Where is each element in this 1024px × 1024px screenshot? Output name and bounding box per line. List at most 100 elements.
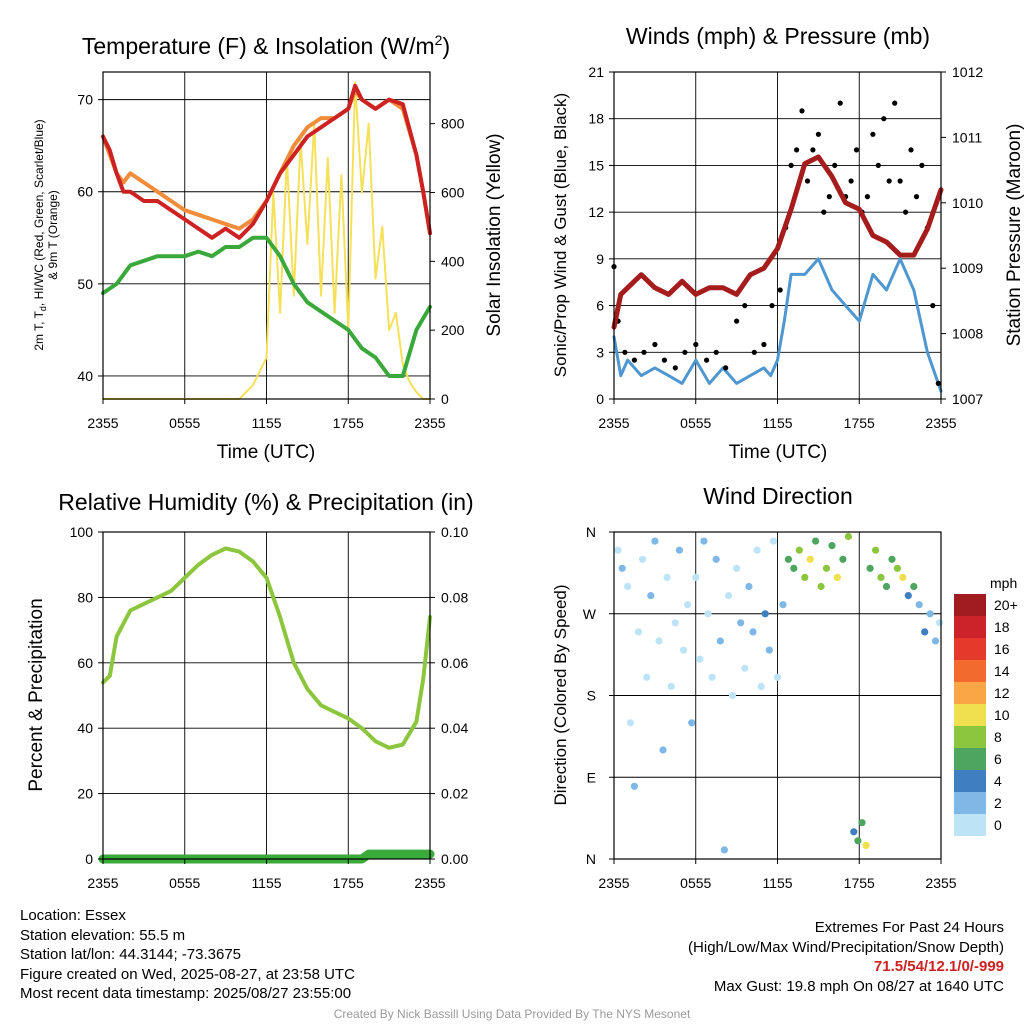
pressure-line	[611, 154, 944, 330]
extremes-info: Extremes For Past 24 Hours (High/Low/Max…	[688, 918, 1004, 996]
x-tick-label: 1755	[844, 415, 875, 431]
direction-point	[643, 673, 651, 681]
gust-point	[919, 162, 925, 168]
direction-tick-label: N	[586, 851, 596, 867]
y-tick-label-right: 1012	[952, 64, 983, 80]
direction-point	[769, 537, 778, 545]
gust-point	[804, 178, 811, 184]
gust-point	[935, 380, 941, 386]
direction-point	[926, 610, 934, 618]
winds-xlabel: Time (UTC)	[729, 442, 828, 463]
gust-point	[870, 131, 876, 137]
direction-legend-title: mph	[990, 575, 1017, 591]
direction-point	[675, 546, 684, 554]
gust-point	[672, 365, 678, 371]
x-tick-label: 0555	[680, 875, 711, 891]
humidity-panel: Relative Humidity (%) & Precipitation (i…	[26, 489, 474, 891]
direction-point	[790, 564, 798, 572]
y-tick-label-right: 1007	[952, 391, 983, 407]
y-tick-label-left: 21	[588, 64, 604, 80]
legend-swatch	[954, 682, 986, 704]
gust-point	[913, 194, 920, 200]
x-tick-label: 1155	[762, 415, 792, 431]
direction-point	[866, 564, 874, 572]
direction-tick-label: W	[583, 606, 597, 622]
direction-point	[877, 573, 885, 582]
gust-point	[848, 178, 854, 184]
y-tick-label-right: 1010	[952, 195, 983, 211]
direction-point	[779, 601, 787, 609]
max-gust: Max Gust: 19.8 mph On 08/27 at 1640 UTC	[713, 977, 1004, 995]
y-tick-label-right: 1011	[952, 129, 982, 145]
x-tick-label: 2355	[925, 875, 956, 891]
humidity-ylabel-left: Percent & Precipitation	[26, 598, 47, 791]
dewpoint-line	[101, 235, 432, 378]
direction-tick-label: E	[587, 769, 596, 785]
direction-point	[915, 601, 923, 609]
legend-tick-label: 4	[994, 773, 1002, 789]
direction-point	[910, 582, 918, 591]
y-tick-label-right: 0.02	[441, 786, 468, 802]
gust-point	[826, 194, 832, 200]
winds-axes: 2355 0555 1155 1755 2355 0 3 6 9 12 15 18 21 1007 1008…	[588, 64, 983, 431]
direction-point	[812, 537, 820, 545]
gust-point	[652, 341, 658, 348]
gust-point	[742, 303, 748, 309]
legend-tick-label: 18	[994, 619, 1010, 635]
legend-tick-label: 14	[994, 663, 1010, 679]
y-tick-label-left: 20	[77, 786, 93, 802]
gust-point	[815, 131, 822, 137]
direction-point	[647, 592, 655, 600]
direction-point	[822, 564, 831, 572]
x-tick-label: 2355	[414, 415, 445, 431]
extremes-values: 71.5/54/12.1/0/-999	[873, 958, 1004, 975]
legend-tick-label: 8	[994, 729, 1002, 745]
direction-point	[630, 782, 639, 790]
y-tick-label-right: 0.08	[441, 589, 468, 605]
gust-point	[641, 349, 647, 355]
y-tick-label-left: 40	[77, 368, 93, 384]
humidity-axes: 2355 0555 1155 1755 2355 0 20 40 60 80 100 0.00 0.02…	[70, 524, 469, 891]
y-tick-label-right: 600	[441, 184, 465, 200]
legend-swatch	[954, 594, 986, 616]
legend-tick-label: 20+	[994, 597, 1018, 613]
direction-legend: 20+ 18 16 14 12 10 8 6 4 2 0	[954, 594, 1018, 836]
gust-point	[631, 357, 638, 363]
y-tick-label-left: 50	[77, 276, 93, 292]
direction-point	[872, 546, 880, 554]
gust-point	[682, 349, 688, 355]
winds-ylabel-left: Sonic/Prop Wind & Gust (Blue, Black)	[551, 93, 570, 377]
direction-point	[765, 646, 773, 654]
direction-point	[663, 573, 671, 582]
legend-tick-label: 16	[994, 641, 1010, 657]
gust-point	[704, 357, 710, 363]
direction-tick-label: N	[586, 524, 596, 540]
temperature-title: Temperature (F) & Insolation (W/m2)	[82, 32, 450, 59]
temperature-ylabel-left: 2m T, Td, HI/WC (Red, Green, Scarlet/Blu…	[32, 119, 48, 350]
direction-point	[801, 573, 809, 582]
x-tick-label: 2355	[87, 875, 118, 891]
temperature-ylabel-right: Solar Insolation (Yellow)	[484, 133, 505, 336]
direction-point	[854, 837, 862, 845]
y-tick-label-right: 0	[441, 391, 449, 407]
insolation-line	[102, 81, 431, 400]
direction-point	[862, 841, 870, 850]
gust-point	[794, 147, 800, 153]
legend-tick-label: 6	[994, 751, 1002, 767]
y-tick-label-left: 18	[588, 111, 604, 127]
station-info: Location: Essex Station elevation: 55.5 …	[20, 906, 355, 1004]
gust-point	[908, 147, 914, 153]
gust-point	[821, 209, 827, 215]
gust-point	[713, 349, 719, 355]
x-tick-label: 2355	[598, 875, 629, 891]
gust-point	[810, 147, 816, 153]
gust-point	[761, 341, 767, 348]
winds-title: Winds (mph) & Pressure (mb)	[626, 23, 930, 49]
direction-point	[728, 691, 737, 700]
gust-point	[881, 116, 887, 122]
recent-timestamp: Most recent data timestamp: 2025/08/27 2…	[20, 985, 352, 1002]
direction-ylabel-left: Direction (Colored By Speed)	[551, 584, 570, 805]
direction-point	[692, 573, 700, 582]
direction-point	[850, 828, 858, 836]
direction-point	[844, 532, 853, 541]
